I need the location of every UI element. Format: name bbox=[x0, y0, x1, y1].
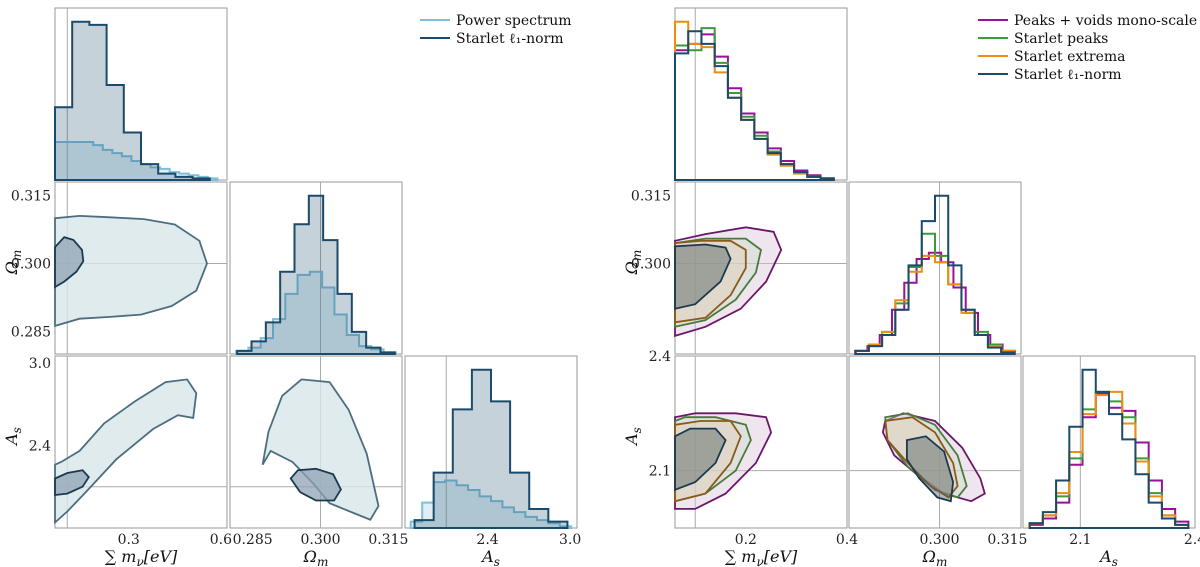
y-axis-label-om: Ωm bbox=[2, 250, 24, 276]
histogram-mnu-peaks-voids-mono-scale bbox=[674, 33, 835, 181]
x-tick-label: 3.0 bbox=[559, 532, 581, 548]
legend-label: Power spectrum bbox=[456, 13, 572, 29]
axis-label-part: ∑ m bbox=[725, 547, 757, 566]
contour-om_mnu-starlet-extrema bbox=[674, 239, 747, 324]
axis-label-part: m bbox=[630, 250, 644, 261]
axis-label-part: s bbox=[10, 427, 24, 433]
x-tick-label: 0.4 bbox=[836, 532, 858, 548]
contour-as_mnu-starlet-norm bbox=[54, 469, 90, 497]
x-axis-label-as: As bbox=[1098, 547, 1118, 567]
axis-label-part: Ω bbox=[622, 261, 641, 275]
x-tick-label: 0.315 bbox=[368, 532, 408, 548]
histogram-om-peaks-voids-mono-scale bbox=[854, 251, 1016, 355]
x-tick-label: 0.285 bbox=[233, 532, 273, 548]
contour-as_om-starlet-norm bbox=[906, 435, 955, 503]
contour-as_mnu-power-spectrum bbox=[54, 378, 198, 525]
contour-as_mnu-starlet-peaks bbox=[674, 416, 752, 503]
x-axis-label-mnu: ∑ mν[eV] bbox=[725, 547, 798, 567]
axes-frame-as-om bbox=[848, 355, 1022, 529]
y-tick-label: 2.4 bbox=[29, 438, 51, 454]
x-tick-label: 2.4 bbox=[1184, 532, 1200, 548]
histogram-mnu-starlet-peaks bbox=[674, 27, 835, 181]
axis-label-part: ∑ m bbox=[105, 547, 137, 566]
x-tick-label: 2.4 bbox=[476, 532, 498, 548]
contour-as_mnu-peaks-voids-mono-scale bbox=[674, 412, 773, 510]
axis-label-part: ν bbox=[136, 555, 143, 567]
legend-label: Starlet ℓ₁-norm bbox=[1014, 67, 1122, 83]
x-tick-label: 0.315 bbox=[987, 532, 1027, 548]
y-tick-label: 2.1 bbox=[649, 464, 671, 480]
axis-label-part: Ω bbox=[303, 547, 317, 566]
y-axis-label-as: As bbox=[622, 427, 644, 447]
contour-om_mnu-peaks-voids-mono-scale bbox=[674, 226, 783, 338]
axis-label-part: s bbox=[494, 555, 500, 567]
y-axis-label-as: As bbox=[2, 427, 24, 447]
axes-frame-as-om bbox=[229, 355, 403, 529]
legend-label: Starlet peaks bbox=[1014, 31, 1108, 47]
y-tick-label: 0.300 bbox=[631, 256, 671, 272]
axis-label-part: m bbox=[936, 555, 947, 567]
legend-label: Starlet ℓ₁-norm bbox=[456, 31, 564, 47]
x-tick-label: 0.2 bbox=[735, 532, 757, 548]
contour-as_om-peaks-voids-mono-scale bbox=[881, 412, 986, 503]
contour-om_mnu-starlet-norm bbox=[674, 243, 732, 310]
y-axis-label-om: Ωm bbox=[622, 250, 644, 276]
axes-frame-as-mnu bbox=[54, 355, 228, 529]
histogram-mnu-starlet-extrema bbox=[674, 20, 835, 181]
contour-om_mnu-power-spectrum bbox=[54, 214, 208, 328]
histogram-mnu-starlet-norm bbox=[674, 30, 835, 181]
contour-om_mnu-starlet-norm bbox=[54, 236, 85, 289]
axis-label-part: A bbox=[2, 433, 21, 447]
axis-label-part: Ω bbox=[2, 261, 21, 275]
legend-label: Starlet extrema bbox=[1014, 49, 1126, 65]
x-tick-label: 2.1 bbox=[1069, 532, 1091, 548]
histogram-as-starlet-norm bbox=[413, 368, 569, 529]
axes-frame-as-as bbox=[1022, 355, 1196, 529]
y-tick-label: 0.285 bbox=[11, 324, 51, 340]
x-tick-label: 0.6 bbox=[210, 532, 232, 548]
x-axis-label-mnu: ∑ mν[eV] bbox=[105, 547, 178, 567]
histogram-mnu-starlet-norm bbox=[54, 20, 211, 181]
y-tick-label: 0.315 bbox=[631, 189, 671, 205]
x-axis-label-om: Ωm bbox=[922, 547, 948, 567]
axis-label-part: m bbox=[317, 555, 328, 567]
axis-label-part: A bbox=[480, 547, 494, 566]
x-tick-label: 0.300 bbox=[300, 532, 340, 548]
axis-label-part: Ω bbox=[922, 547, 936, 566]
x-axis-label-as: As bbox=[480, 547, 500, 567]
x-tick-label: 0.3 bbox=[118, 532, 140, 548]
axis-label-part: [eV] bbox=[144, 547, 178, 566]
legend-label: Peaks + voids mono-scale bbox=[1014, 13, 1197, 29]
y-tick-label: 2.4 bbox=[649, 349, 671, 365]
contour-as_om-starlet-norm bbox=[289, 467, 342, 502]
y-tick-label: 0.300 bbox=[11, 256, 51, 272]
axis-label-part: ν bbox=[756, 555, 763, 567]
axis-label-part: A bbox=[1098, 547, 1112, 566]
axis-label-part: s bbox=[1112, 555, 1118, 567]
axis-label-part: A bbox=[622, 433, 641, 447]
y-tick-label: 3.0 bbox=[29, 356, 51, 372]
y-tick-label: 0.315 bbox=[11, 189, 51, 205]
histogram-om-starlet-norm bbox=[854, 194, 1016, 355]
x-tick-label: 0.300 bbox=[919, 532, 959, 548]
histogram-as-starlet-norm bbox=[1028, 368, 1190, 529]
histogram-om-starlet-norm bbox=[236, 194, 396, 355]
contour-as_mnu-starlet-norm bbox=[674, 427, 727, 492]
contour-as_om-starlet-extrema bbox=[884, 416, 959, 499]
axis-label-part: s bbox=[630, 427, 644, 433]
axis-label-part: m bbox=[10, 250, 24, 261]
contour-as_om-starlet-peaks bbox=[884, 412, 968, 499]
x-axis-label-om: Ωm bbox=[303, 547, 329, 567]
axis-label-part: [eV] bbox=[764, 547, 798, 566]
